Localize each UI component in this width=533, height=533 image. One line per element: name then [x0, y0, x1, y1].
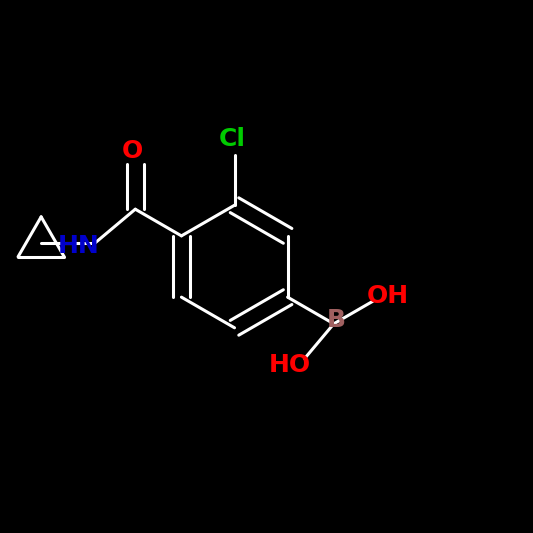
Text: HN: HN [58, 234, 99, 258]
Text: Cl: Cl [219, 126, 245, 151]
Text: OH: OH [367, 284, 409, 308]
Text: B: B [327, 308, 346, 332]
Text: O: O [122, 139, 143, 163]
Text: HO: HO [269, 353, 311, 377]
